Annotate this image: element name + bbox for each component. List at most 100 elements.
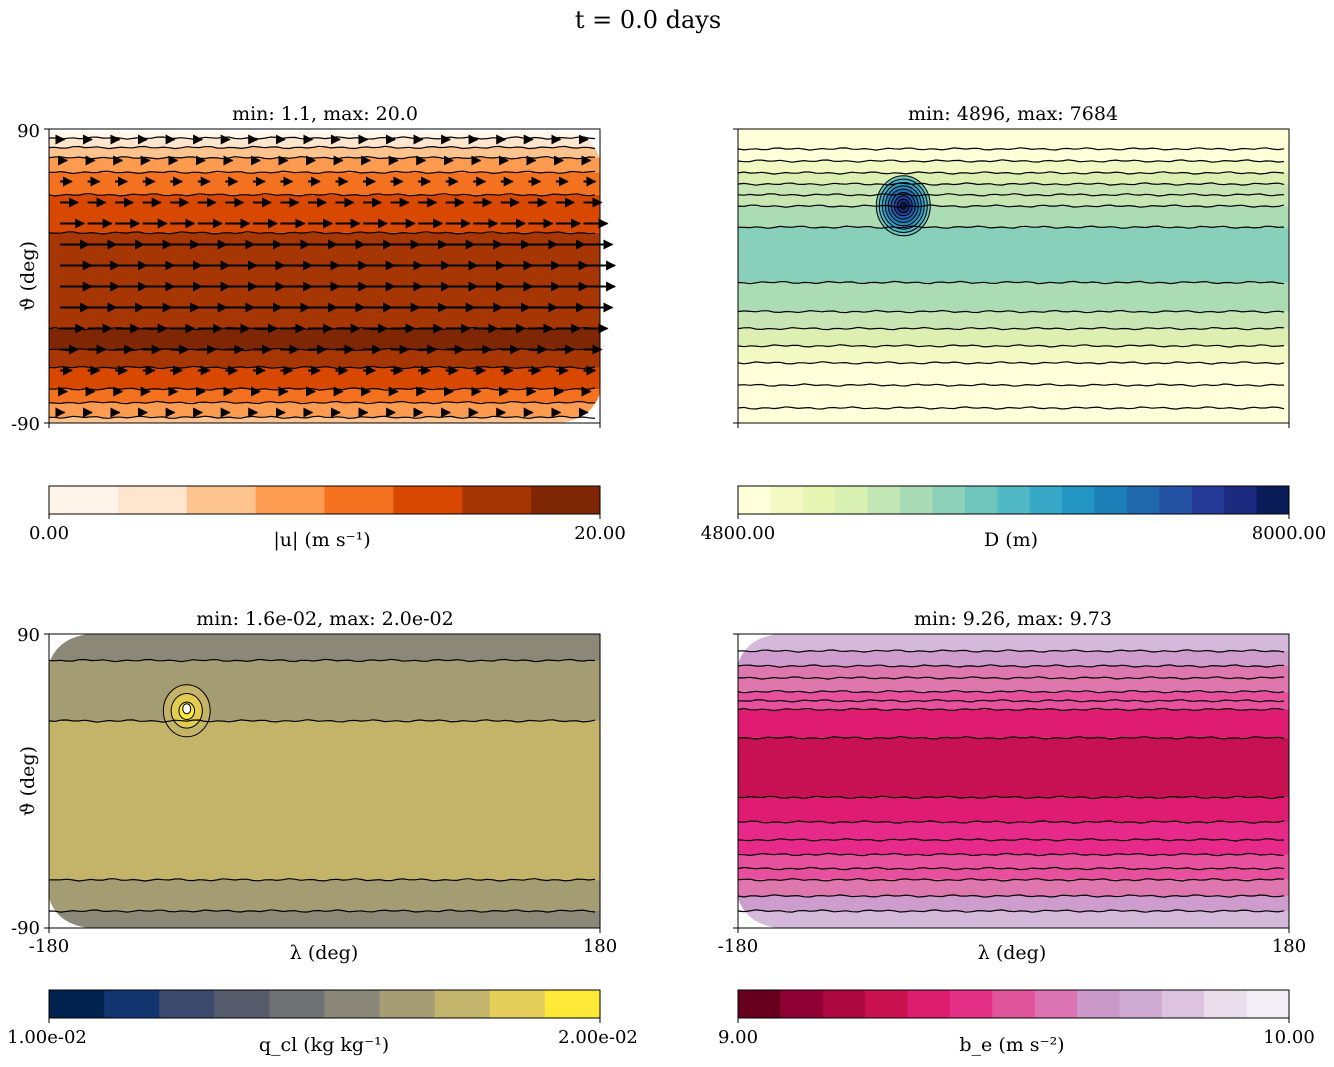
- colorbar-swatch: [802, 486, 836, 514]
- contour-line: [738, 676, 1285, 680]
- contour-line: [737, 361, 1285, 365]
- colorbar-swatch: [770, 486, 804, 514]
- contour-band: [738, 206, 1289, 228]
- contour-band: [49, 634, 600, 661]
- contour-band: [49, 157, 600, 173]
- contour-line: [49, 170, 596, 175]
- panel-cloud: min: 1.6e-02, max: 2.0e-02 ϑ (deg) 90 -9…: [7, 608, 638, 1056]
- contour-line: [48, 877, 596, 882]
- colorbar-label: |u| (m s⁻¹): [273, 529, 370, 551]
- colorbar-frame: [737, 485, 1290, 515]
- colorbar-swatch: [964, 486, 998, 514]
- colorbar-min-label: 4800.00: [701, 523, 775, 544]
- contour-band: [738, 651, 1289, 666]
- contour-band: [49, 720, 600, 880]
- contour-line: [737, 852, 1285, 857]
- colorbar-swatch: [1034, 990, 1078, 1018]
- contour-line: [737, 707, 1285, 712]
- contour-line: [48, 909, 596, 913]
- contour-band: [738, 311, 1289, 329]
- polar-cap: [738, 129, 778, 159]
- colorbar-swatch: [1204, 990, 1248, 1018]
- colorbar-swatch: [531, 486, 601, 514]
- contour-band: [738, 161, 1289, 173]
- colorbar-label: b_e (m s⁻²): [959, 1034, 1064, 1056]
- x-axis-label: λ (deg): [290, 942, 358, 964]
- contour-line: [48, 658, 596, 663]
- contour-line: [737, 406, 1285, 410]
- y-tick-label: 90: [17, 625, 40, 646]
- contour-line: [48, 719, 596, 723]
- contour-band: [738, 709, 1289, 738]
- contour-line: [737, 909, 1285, 913]
- contour-band: [738, 896, 1289, 911]
- contour-line: [737, 383, 1284, 387]
- contour-line: [737, 159, 1285, 163]
- contour-line: [737, 837, 1285, 842]
- contour-band: [738, 227, 1289, 283]
- colorbar-swatch: [1159, 486, 1193, 514]
- contour-band: [738, 282, 1289, 312]
- colorbar-swatch: [379, 990, 436, 1018]
- contour-line: [737, 147, 1285, 151]
- colorbar-max-label: 8000.00: [1252, 523, 1326, 544]
- contour-band: [738, 822, 1289, 855]
- colorbar-swatch: [49, 990, 105, 1018]
- colorbar-swatch: [1077, 990, 1120, 1018]
- contour-line: [48, 193, 596, 197]
- contour-band: [49, 367, 600, 390]
- contour-band: [738, 737, 1289, 798]
- colorbar-label: q_cl (kg kg⁻¹): [259, 1034, 389, 1056]
- colorbar-swatch: [1256, 486, 1290, 514]
- contour-band: [738, 854, 1289, 880]
- contour-line: [737, 326, 1285, 331]
- contour-line: [737, 698, 1285, 703]
- colorbar-swatch: [269, 990, 325, 1018]
- polar-cap: [560, 393, 600, 423]
- colorbar-swatch: [117, 486, 188, 514]
- contour-line: [737, 877, 1285, 882]
- contour-line: [737, 182, 1285, 186]
- colorbar-swatch: [324, 486, 394, 514]
- contour-line: [737, 280, 1285, 285]
- y-tick-label: -90: [11, 414, 40, 435]
- contour-line: [737, 193, 1285, 197]
- colorbar-depth: [737, 485, 1290, 519]
- colorbar-swatch: [1029, 486, 1063, 514]
- colorbar-label: D (m): [984, 529, 1038, 551]
- panel-title: min: 4896, max: 7684: [908, 103, 1118, 125]
- colorbar-swatch: [1126, 486, 1160, 514]
- contour-line: [737, 866, 1285, 871]
- contour-line: [737, 795, 1285, 800]
- colorbar-swatch: [1161, 990, 1205, 1018]
- colorbar-swatch: [932, 486, 966, 514]
- contour-line: [737, 664, 1285, 668]
- buoyancy-plot-area: [733, 633, 1290, 933]
- contour-band: [738, 691, 1289, 710]
- colorbar-swatch: [104, 990, 160, 1018]
- contour-band: [49, 660, 600, 721]
- contour-line: [737, 171, 1285, 175]
- panel-title: min: 1.1, max: 20.0: [232, 103, 418, 125]
- axes-frame: [48, 633, 601, 929]
- contour-band: [49, 147, 600, 158]
- panel-depth: min: 4896, max: 7684 4800.00 8000.00 D (…: [701, 103, 1326, 551]
- polar-cap: [738, 634, 778, 664]
- polar-cap: [49, 898, 89, 928]
- contour-band: [738, 172, 1289, 184]
- contour-line: [737, 204, 1285, 208]
- contour-band: [49, 879, 600, 911]
- colorbar-min-label: 0.00: [29, 523, 69, 544]
- colorbar-swatch: [738, 486, 771, 514]
- colorbar-min-label: 9.00: [718, 1027, 758, 1048]
- contour-band: [49, 349, 600, 368]
- colorbar-max-label: 20.00: [574, 523, 626, 544]
- vortex-core: [182, 703, 192, 715]
- contour-band: [49, 417, 600, 423]
- depth-plot-area: [733, 128, 1290, 428]
- contour-band: [49, 138, 600, 148]
- y-axis-label: ϑ (deg): [17, 241, 39, 311]
- contour-band: [49, 389, 600, 403]
- x-tick-label: 180: [1272, 936, 1306, 957]
